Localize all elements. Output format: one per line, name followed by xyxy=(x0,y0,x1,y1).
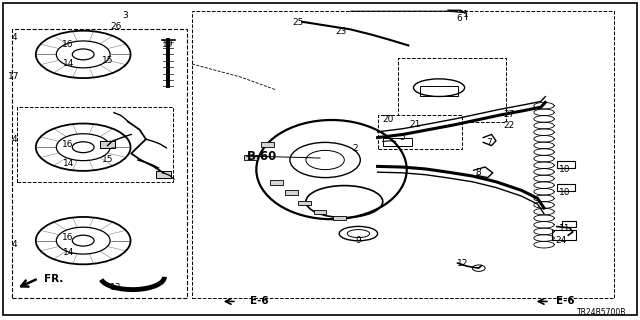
Text: 10: 10 xyxy=(559,188,571,197)
Bar xyxy=(333,216,346,220)
Text: 16: 16 xyxy=(62,233,74,242)
Text: TR24B5700B: TR24B5700B xyxy=(577,308,626,317)
Text: 25: 25 xyxy=(292,18,304,27)
Bar xyxy=(557,184,575,191)
Bar xyxy=(552,230,576,240)
Text: E-6: E-6 xyxy=(250,296,268,307)
Bar xyxy=(557,161,575,168)
Text: 16: 16 xyxy=(62,40,74,49)
Text: E-6: E-6 xyxy=(556,296,575,307)
Text: 12: 12 xyxy=(457,259,468,268)
Text: 24: 24 xyxy=(555,236,566,245)
Text: 14: 14 xyxy=(63,159,75,168)
Text: 20: 20 xyxy=(382,115,394,124)
Text: 7: 7 xyxy=(486,138,492,147)
Text: 5: 5 xyxy=(399,133,404,142)
Text: 2: 2 xyxy=(353,144,358,153)
Text: 11: 11 xyxy=(559,224,571,233)
Text: 4: 4 xyxy=(12,240,17,249)
Bar xyxy=(17,107,173,182)
Bar xyxy=(270,180,283,185)
Bar xyxy=(12,29,187,298)
Bar xyxy=(192,11,614,298)
Text: 14: 14 xyxy=(63,248,75,257)
Text: 27: 27 xyxy=(504,110,515,119)
Text: 4: 4 xyxy=(12,33,17,42)
Bar xyxy=(156,171,171,178)
Text: 1: 1 xyxy=(463,10,468,19)
Bar xyxy=(314,210,326,214)
Text: 9: 9 xyxy=(356,236,361,245)
Text: 19: 19 xyxy=(162,40,173,49)
Bar xyxy=(298,201,311,205)
Text: 26: 26 xyxy=(111,22,122,31)
Text: B-60: B-60 xyxy=(246,150,276,163)
Text: 21: 21 xyxy=(409,120,420,129)
Text: 15: 15 xyxy=(102,56,113,65)
Text: 13: 13 xyxy=(110,283,122,292)
Text: 15: 15 xyxy=(102,156,113,164)
Text: 17: 17 xyxy=(8,72,20,81)
Text: 16: 16 xyxy=(62,140,74,149)
Bar xyxy=(383,138,412,146)
Bar xyxy=(100,141,115,148)
Text: 14: 14 xyxy=(63,60,75,68)
Text: 8: 8 xyxy=(476,168,481,177)
Bar xyxy=(398,58,506,122)
Text: FR.: FR. xyxy=(44,274,63,284)
Bar xyxy=(562,221,576,227)
Text: 22: 22 xyxy=(504,121,515,130)
Text: 10: 10 xyxy=(559,165,571,174)
Bar xyxy=(285,190,298,195)
Bar xyxy=(420,86,458,96)
Bar xyxy=(244,155,257,160)
Bar xyxy=(378,115,462,149)
Text: 4: 4 xyxy=(12,135,17,144)
Text: 23: 23 xyxy=(335,28,347,36)
Bar xyxy=(261,142,274,147)
Text: 6: 6 xyxy=(457,14,462,23)
Text: 3: 3 xyxy=(123,11,128,20)
